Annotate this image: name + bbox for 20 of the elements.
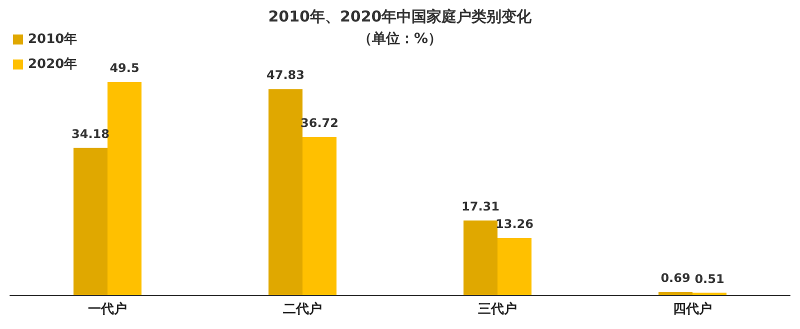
x-tick-label: 二代户	[283, 301, 322, 317]
chart-subtitle: （单位：%）	[358, 31, 442, 47]
data-label: 0.69	[660, 271, 690, 286]
bar	[108, 82, 142, 295]
legend-label: 2020年	[28, 57, 78, 72]
bar	[302, 136, 336, 295]
legend-label: 2010年	[28, 32, 78, 47]
bar	[498, 238, 532, 295]
data-label: 0.51	[694, 272, 724, 286]
bar	[268, 89, 302, 295]
data-label: 17.31	[462, 200, 500, 214]
bar	[464, 220, 498, 295]
bar	[74, 148, 108, 295]
data-label: 47.83	[266, 68, 304, 82]
x-tick-label: 一代户	[88, 301, 127, 317]
data-label: 49.5	[110, 61, 140, 75]
x-tick-label: 三代户	[478, 301, 517, 317]
bar	[658, 292, 692, 295]
chart-title: 2010年、2020年中国家庭户类别变化	[268, 8, 533, 26]
x-tick-label: 四代户	[673, 301, 712, 317]
